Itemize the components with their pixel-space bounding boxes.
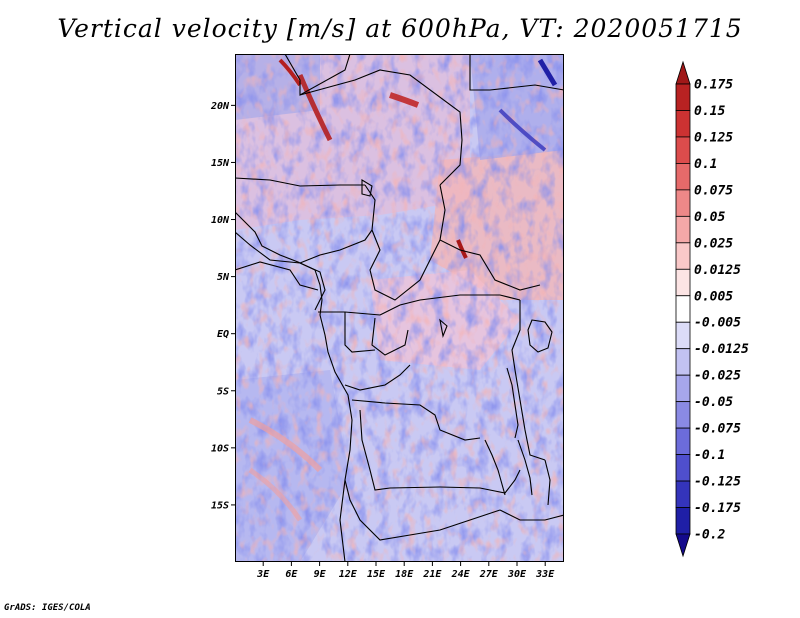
colorbar-swatch [675,215,691,244]
colorbar-swatch [675,295,691,323]
colorbar-label: 0.025 [694,236,733,251]
colorbar-swatch [675,189,691,217]
colorbar-label: -0.125 [694,475,741,490]
colorbar-label: -0.175 [694,501,741,516]
chart-title: Vertical velocity [m/s] at 600hPa, VT: 2… [57,14,743,43]
colorbar-swatch [675,60,691,85]
plot-frame [235,54,564,562]
colorbar-label: 0.15 [694,104,725,119]
lon-label: 15E [367,569,386,580]
colorbar-label: 0.1 [694,157,717,172]
lat-label: 15S [211,500,229,511]
country-borders [235,54,564,562]
lat-label: EQ [217,329,229,340]
colorbar-label: 0.05 [694,210,725,225]
colorbar-label: -0.075 [694,422,741,437]
colorbar-swatch [675,427,691,455]
lon-label: 6E [285,569,298,580]
colorbar-swatch [675,401,691,429]
lon-label: 30E [507,569,527,580]
velocity-field [235,54,564,562]
colorbar-label: 0.125 [694,130,733,145]
colorbar-label: -0.0125 [694,342,749,357]
colorbar-swatch [675,321,691,350]
colorbar-swatch [675,268,691,297]
colorbar-label: -0.025 [694,369,741,384]
lat-label: 10N [211,215,230,226]
colorbar-swatch [675,163,691,191]
longitude-axis: 3E 6E 9E 12E 15E 18E 21E 24E 27E 30E 33E [256,562,555,580]
colorbar-swatch [675,374,691,403]
lon-label: 12E [339,569,358,580]
lat-label: 10S [211,443,229,454]
lat-label: 15N [211,158,230,169]
lon-label: 9E [314,569,327,580]
colorbar-label: 0.005 [694,289,733,304]
colorbar-swatch [675,242,691,270]
lon-label: 18E [395,569,414,580]
colorbar-swatch [675,110,691,138]
lat-label: 5N [217,272,230,283]
colorbar-swatch [675,480,691,508]
colorbar-swatch [675,533,691,558]
colorbar-label: -0.1 [694,448,725,463]
colorbar-label: -0.05 [694,395,733,410]
colorbar-label: 0.0125 [694,263,741,278]
lat-label: 5S [217,386,229,397]
lat-label: 20N [210,101,230,112]
colorbar-label: 0.175 [694,78,733,93]
colorbar-label: 0.075 [694,183,733,198]
lon-label: 27E [479,569,499,580]
lon-label: 3E [256,569,270,580]
colorbar-swatch [675,348,691,376]
lon-label: 33E [535,569,555,580]
colorbar-label: -0.2 [694,528,725,543]
colorbar-swatch [675,507,691,535]
latitude-axis: 20N 15N 10N 5N EQ 5S 10S 15S [210,101,235,511]
grads-credit: GrADS: IGES/COLA [4,603,91,613]
colorbar-swatch [675,136,691,164]
colorbar-label: -0.005 [694,316,741,331]
colorbar-swatch [675,454,691,482]
colorbar: 0.175 0.15 0.125 0.1 0.075 0.05 0.025 0.0125 0.0… [675,60,749,558]
colorbar-swatch [675,83,691,111]
lon-label: 21E [422,569,442,580]
lon-label: 24E [451,569,471,580]
